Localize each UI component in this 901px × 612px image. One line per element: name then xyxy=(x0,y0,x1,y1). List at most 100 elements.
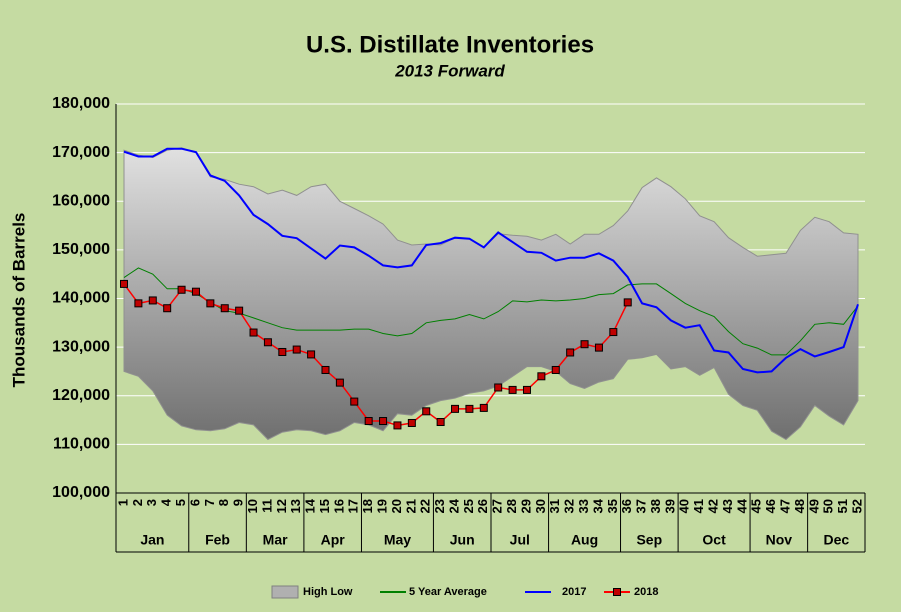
series-marker xyxy=(537,372,546,381)
x-tick-label: 39 xyxy=(662,499,677,513)
x-tick-label: 38 xyxy=(648,499,663,513)
x-tick-label: 6 xyxy=(187,499,202,506)
x-tick-label: 50 xyxy=(821,499,836,513)
series-marker xyxy=(465,404,474,413)
x-tick-label: 33 xyxy=(576,499,591,513)
month-label: Feb xyxy=(205,532,230,548)
y-tick-label: 100,000 xyxy=(52,484,110,501)
series-marker xyxy=(321,365,330,374)
x-tick-label: 12 xyxy=(274,499,289,513)
x-tick-label: 5 xyxy=(173,499,188,506)
series-marker xyxy=(436,418,445,427)
x-tick-label: 24 xyxy=(446,498,461,513)
chart-subtitle: 2013 Forward xyxy=(394,61,505,80)
x-tick-label: 49 xyxy=(806,499,821,513)
y-tick-label: 130,000 xyxy=(52,338,110,355)
series-marker xyxy=(451,404,460,413)
x-tick-label: 27 xyxy=(490,499,505,513)
series-marker xyxy=(623,298,632,307)
x-tick-label: 30 xyxy=(533,499,548,513)
series-marker xyxy=(335,378,344,387)
x-tick-label: 17 xyxy=(346,499,361,513)
y-tick-label: 140,000 xyxy=(52,290,110,307)
month-label: Aug xyxy=(571,532,598,548)
month-label: Sep xyxy=(636,532,662,548)
series-marker xyxy=(580,340,589,349)
legend-marker xyxy=(613,588,621,596)
y-axis-label: Thousands of Barrels xyxy=(9,213,28,388)
series-marker xyxy=(191,287,200,296)
x-tick-label: 42 xyxy=(706,499,721,513)
x-tick-label: 15 xyxy=(317,499,332,513)
x-tick-label: 26 xyxy=(475,499,490,513)
x-tick-label: 4 xyxy=(159,498,174,506)
x-tick-label: 19 xyxy=(374,499,389,513)
x-tick-label: 28 xyxy=(504,499,519,513)
x-tick-label: 41 xyxy=(691,499,706,513)
x-tick-label: 11 xyxy=(259,499,274,513)
series-marker xyxy=(407,418,416,427)
x-tick-label: 23 xyxy=(432,499,447,513)
x-tick-label: 47 xyxy=(777,499,792,513)
month-label: Jan xyxy=(140,532,164,548)
y-tick-label: 120,000 xyxy=(52,387,110,404)
month-label: Nov xyxy=(766,532,793,548)
series-marker xyxy=(508,385,517,394)
x-tick-label: 44 xyxy=(734,498,749,513)
series-marker xyxy=(249,328,258,337)
series-marker xyxy=(609,328,618,337)
x-tick-label: 7 xyxy=(202,499,217,506)
x-tick-label: 10 xyxy=(245,499,260,513)
x-tick-label: 48 xyxy=(792,499,807,513)
series-marker xyxy=(120,279,128,288)
legend-label: 2018 xyxy=(634,586,658,598)
month-label: May xyxy=(384,532,411,548)
x-tick-label: 2 xyxy=(130,499,145,506)
y-tick-label: 180,000 xyxy=(52,95,110,112)
series-marker xyxy=(278,347,287,356)
chart-title: U.S. Distillate Inventories xyxy=(306,31,594,58)
series-marker xyxy=(220,304,229,313)
x-tick-label: 51 xyxy=(835,499,850,513)
x-tick-label: 34 xyxy=(590,498,605,513)
series-marker xyxy=(594,343,603,352)
x-tick-label: 31 xyxy=(547,499,562,513)
series-marker xyxy=(177,285,186,294)
x-tick-label: 40 xyxy=(677,499,692,513)
high-low-band xyxy=(123,147,859,441)
legend-label: 2017 xyxy=(562,586,586,598)
x-tick-label: 13 xyxy=(288,499,303,513)
series-marker xyxy=(551,365,560,374)
series-marker xyxy=(393,421,402,430)
series-line xyxy=(123,267,859,356)
x-tick-label: 14 xyxy=(303,498,318,513)
series-marker xyxy=(379,417,388,426)
series-marker xyxy=(134,299,143,308)
legend-swatch xyxy=(271,585,299,599)
series-marker xyxy=(307,350,316,359)
month-label: Jun xyxy=(450,532,475,548)
series-marker xyxy=(292,345,301,354)
y-tick-label: 160,000 xyxy=(52,192,110,209)
x-tick-label: 25 xyxy=(461,499,476,513)
series-line xyxy=(123,147,859,374)
y-tick-label: 170,000 xyxy=(52,144,110,161)
y-tick-label: 150,000 xyxy=(52,241,110,258)
month-label: Dec xyxy=(823,532,849,548)
series-marker xyxy=(566,348,575,357)
series-marker xyxy=(263,338,272,347)
series-marker xyxy=(494,383,503,392)
series-marker xyxy=(148,296,157,305)
x-tick-label: 43 xyxy=(720,499,735,513)
x-tick-label: 1 xyxy=(115,499,130,506)
x-tick-label: 35 xyxy=(605,499,620,513)
series-marker xyxy=(163,304,172,313)
x-tick-label: 21 xyxy=(403,499,418,513)
x-tick-label: 3 xyxy=(144,499,159,506)
x-tick-label: 22 xyxy=(418,499,433,513)
x-tick-label: 9 xyxy=(231,499,246,506)
x-tick-label: 8 xyxy=(216,499,231,506)
month-label: Apr xyxy=(321,532,346,548)
x-tick-label: 18 xyxy=(360,499,375,513)
